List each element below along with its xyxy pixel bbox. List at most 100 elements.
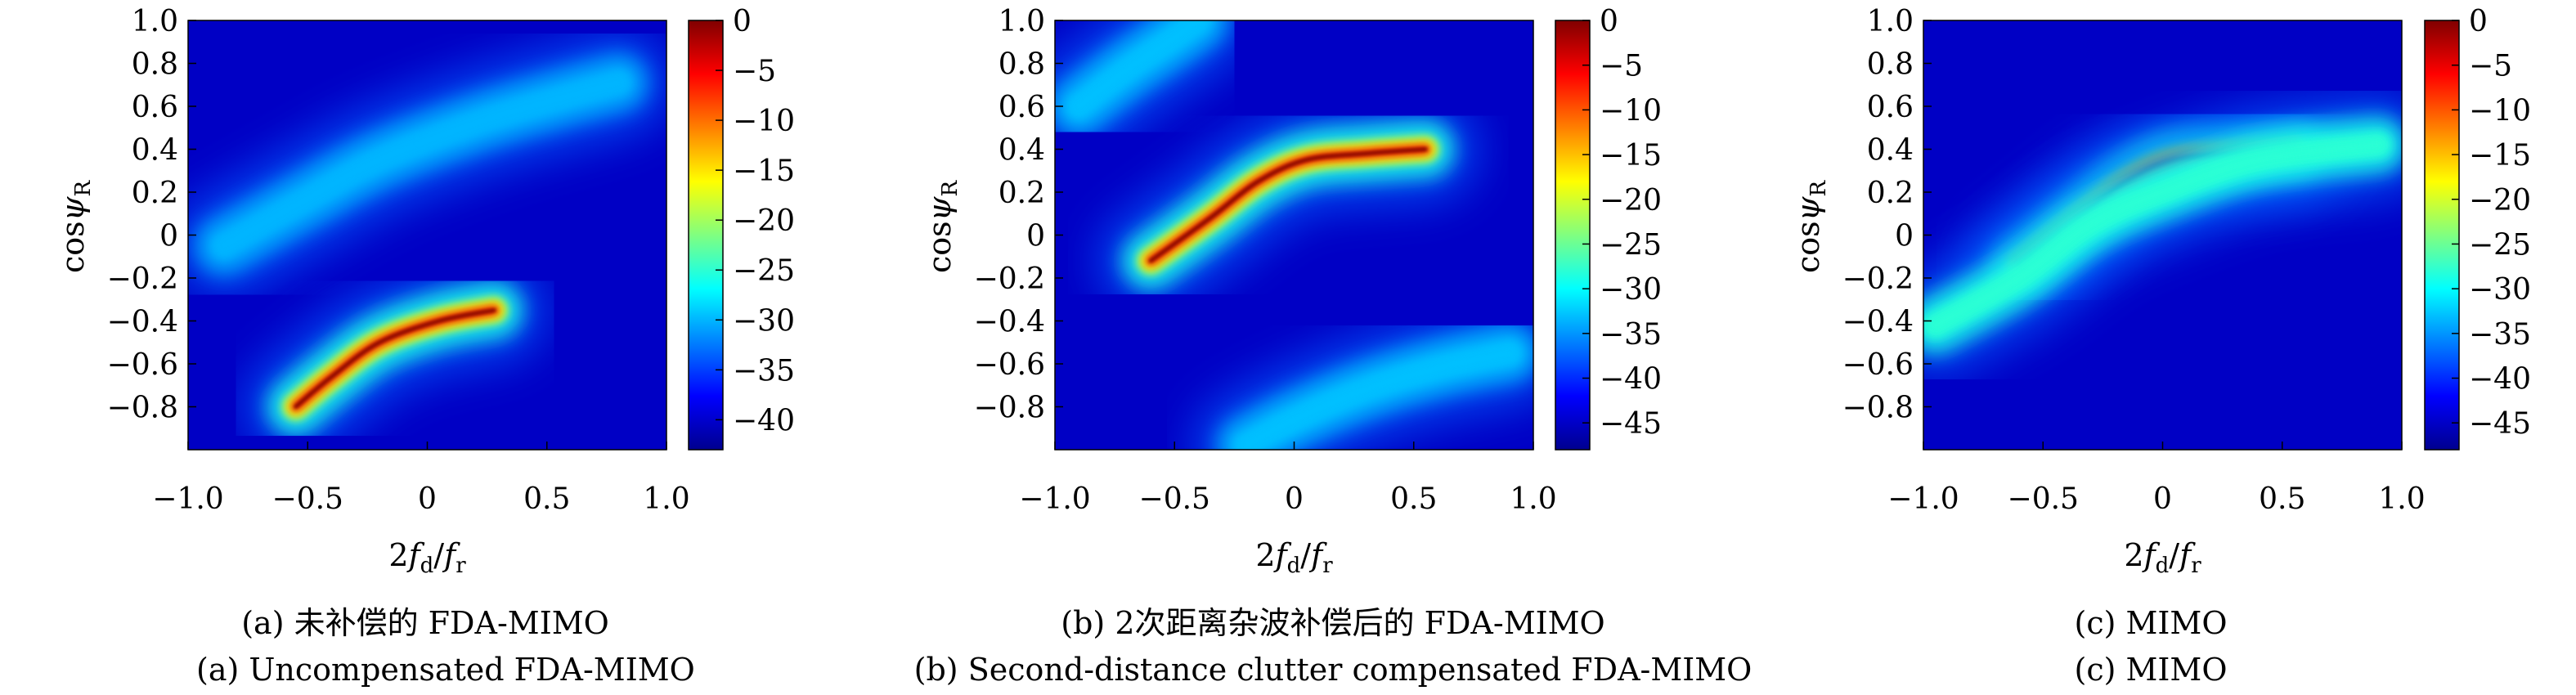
y-tick-label: 0.4 <box>132 134 178 168</box>
x-tick-label: 0.5 <box>523 482 570 516</box>
clutter-ridge <box>242 257 548 450</box>
colorbar-tick-label: −40 <box>1600 363 1662 397</box>
y-tick-label: 0 <box>1895 220 1914 253</box>
y-tick-label: 0.8 <box>132 48 178 82</box>
y-tick-label: −0.8 <box>974 392 1045 425</box>
caption-c-english: (c) MIMO <box>2074 652 2228 688</box>
colorbar <box>1555 20 1591 451</box>
x-tick-label: −0.5 <box>2008 482 2079 516</box>
colorbar-tick-label: −10 <box>1600 94 1662 128</box>
y-tick-label: 0 <box>159 220 178 253</box>
x-axis-label: 2fd/fr <box>1255 537 1333 578</box>
y-tick-label: 0.6 <box>132 91 178 124</box>
x-tick-label: 1.0 <box>643 482 689 516</box>
y-tick-label: −0.6 <box>107 348 178 382</box>
colorbar-tick-label: −15 <box>2469 139 2531 173</box>
colorbar-tick-label: −5 <box>1600 50 1643 83</box>
heatmap-area <box>1055 20 1533 450</box>
heatmap-area <box>1923 92 2402 379</box>
x-tick-label: −1.0 <box>1019 482 1090 516</box>
y-tick-label: −0.2 <box>974 262 1045 296</box>
y-tick-label: 1.0 <box>999 5 1045 38</box>
colorbar-tick-label: −25 <box>2469 228 2531 262</box>
x-tick-label: 1.0 <box>2378 482 2425 516</box>
clutter-ridge <box>1193 299 1533 450</box>
colorbar-tick-label: −10 <box>2469 94 2531 128</box>
y-tick-label: −0.8 <box>1842 392 1914 425</box>
colorbar-tick-label: −15 <box>733 155 795 188</box>
x-tick-label: 1.0 <box>1510 482 1556 516</box>
y-tick-label: 0.8 <box>999 48 1045 82</box>
y-tick-label: 1.0 <box>132 5 178 38</box>
colorbar-tick-label: −5 <box>2469 50 2512 83</box>
y-axis-label: cosψR <box>55 180 96 273</box>
x-axis-label: 2fd/fr <box>2124 537 2201 578</box>
colorbar-tick-label: −30 <box>2469 273 2531 307</box>
x-axis-label: 2fd/fr <box>388 537 466 578</box>
x-tick-label: 0 <box>418 482 437 516</box>
y-tick-label: −0.4 <box>107 306 178 339</box>
panel-c: 1.0 0.8 0.6 0.4 0.2 0 −0.2 −0.4 −0.6 −0.8 −1.0 −0.5… <box>1790 5 2531 578</box>
y-tick-label: 0.4 <box>999 134 1045 168</box>
y-tick-label: 0.8 <box>1867 48 1914 82</box>
caption-b-english: (b) Second-distance clutter compensated … <box>913 652 1752 688</box>
y-tick-label: −0.6 <box>1842 348 1914 382</box>
y-tick-label: −0.4 <box>1842 306 1914 339</box>
colorbar-tick-label: −40 <box>2469 363 2531 397</box>
x-tick-label: 0 <box>1285 482 1304 516</box>
caption-c-chinese: (c) MIMO <box>2074 605 2228 641</box>
y-tick-label: 0 <box>1026 220 1045 253</box>
colorbar-tick-label: −20 <box>733 204 795 238</box>
y-tick-label: −0.4 <box>974 306 1045 339</box>
y-tick-label: −0.6 <box>974 348 1045 382</box>
colorbar-tick-label: −25 <box>733 254 795 288</box>
panel-a: 1.0 0.8 0.6 0.4 0.2 0 −0.2 −0.4 −0.6 −0.8 −1.0 −0.5… <box>55 5 795 578</box>
colorbar <box>2424 20 2460 451</box>
panel-b: 1.0 0.8 0.6 0.4 0.2 0 −0.2 −0.4 −0.6 −0.8 −1.0 −0.5… <box>922 5 1662 578</box>
colorbar-tick-label: 0 <box>733 5 752 38</box>
colorbar-tick-label: −25 <box>1600 228 1662 262</box>
x-tick-label: 0.5 <box>2259 482 2305 516</box>
colorbar-tick-label: −30 <box>1600 273 1662 307</box>
y-tick-label: 0.6 <box>999 91 1045 124</box>
y-tick-label: −0.8 <box>107 392 178 425</box>
x-tick-label: −0.5 <box>272 482 343 516</box>
colorbar-tick-label: −10 <box>733 105 795 138</box>
y-tick-label: 0.2 <box>1867 177 1914 210</box>
colorbar-tick-label: 0 <box>1600 5 1618 38</box>
heatmap-area <box>188 29 666 450</box>
colorbar-tick-label: −5 <box>733 55 776 88</box>
y-tick-label: 1.0 <box>1867 5 1914 38</box>
colorbar-tick-label: −15 <box>1600 139 1662 173</box>
colorbar-tick-label: −35 <box>2469 318 2531 352</box>
y-tick-label: −0.2 <box>1842 262 1914 296</box>
colorbar-tick-label: −20 <box>1600 184 1662 217</box>
colorbar-tick-label: −35 <box>733 354 795 388</box>
colorbar-tick-label: 0 <box>2469 5 2488 38</box>
colorbar-tick-label: −30 <box>733 304 795 338</box>
x-tick-label: −1.0 <box>152 482 223 516</box>
x-tick-label: −1.0 <box>1887 482 1959 516</box>
x-tick-label: 0 <box>2153 482 2172 516</box>
colorbar-tick-label: −35 <box>1600 318 1662 352</box>
caption-a-chinese: (a) 未补偿的 FDA-MIMO <box>241 605 609 641</box>
y-axis-label: cosψR <box>922 180 963 273</box>
clutter-ridge <box>1055 20 1252 159</box>
colorbar-tick-label: −45 <box>2469 407 2531 441</box>
y-tick-label: 0.4 <box>1867 134 1914 168</box>
x-tick-label: −0.5 <box>1139 482 1210 516</box>
caption-b-chinese: (b) 2次距离杂波补偿后的 FDA-MIMO <box>1061 605 1605 641</box>
y-tick-label: 0.6 <box>1867 91 1914 124</box>
colorbar-tick-label: −20 <box>2469 184 2531 217</box>
y-tick-label: 0.2 <box>999 177 1045 210</box>
caption-a-english: (a) Uncompensated FDA-MIMO <box>196 652 695 688</box>
y-tick-label: −0.2 <box>107 262 178 296</box>
y-tick-label: 0.2 <box>132 177 178 210</box>
clutter-ridge <box>188 29 666 299</box>
colorbar-tick-label: −45 <box>1600 407 1662 441</box>
colorbar <box>688 20 724 451</box>
y-axis-label: cosψR <box>1790 180 1831 273</box>
colorbar-tick-label: −40 <box>733 404 795 437</box>
clutter-ridge <box>1097 96 1479 314</box>
